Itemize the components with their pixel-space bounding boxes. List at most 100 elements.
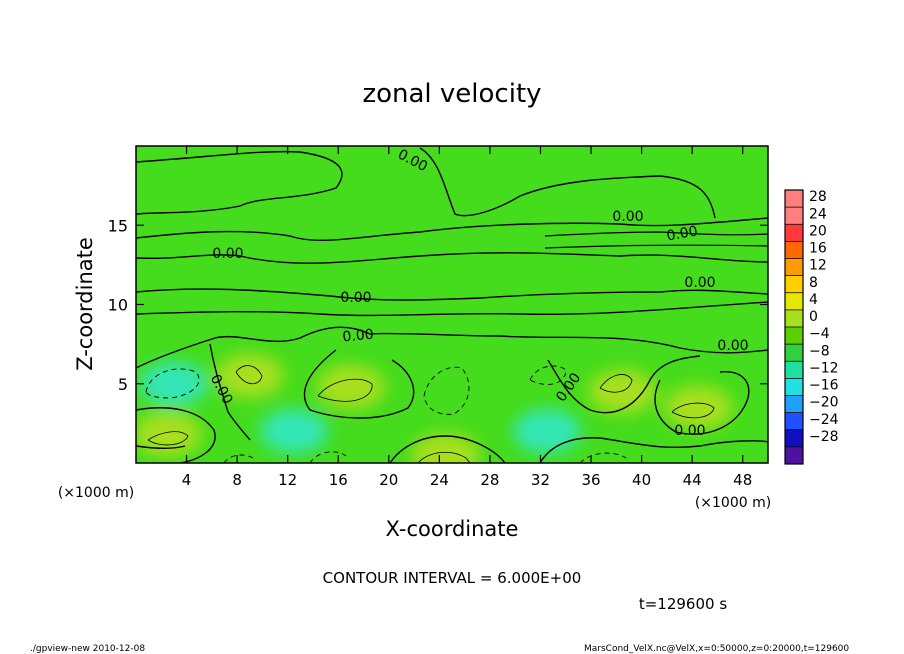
colorbar-label-3: 16 — [809, 241, 827, 257]
footer-left: ./gpview-new 2010-12-08 — [30, 644, 145, 654]
field-region-4 — [588, 369, 657, 414]
colorbar-label-4: 12 — [809, 258, 827, 274]
colorbar-swatch-0 — [785, 190, 803, 208]
x-tick-label-4: 4 — [182, 471, 192, 489]
colorbar-swatch-10 — [785, 361, 803, 379]
x-tick-label-44: 44 — [683, 471, 702, 489]
contour-line-negative-left — [145, 368, 200, 399]
colorbar-swatch-15 — [785, 446, 803, 464]
contour-line-upper — [136, 150, 343, 215]
x-tick-label-16: 16 — [329, 471, 348, 489]
contour-interval-text: CONTOUR INTERVAL = 6.000E+00 — [323, 569, 582, 587]
contour-label-1: 0.00 — [212, 246, 243, 262]
colorbar-swatch-13 — [785, 412, 803, 430]
colorbar-label-11: −16 — [809, 378, 839, 394]
x-tick-label-48: 48 — [733, 471, 752, 489]
contour-line-lower-right — [654, 371, 750, 435]
x-tick-label-12: 12 — [278, 471, 297, 489]
x-tick-label-28: 28 — [480, 471, 499, 489]
colorbar-label-12: −20 — [809, 395, 839, 411]
contour-label-5: 0.00 — [665, 223, 698, 244]
x-tick-label-20: 20 — [379, 471, 398, 489]
x-tick-label-24: 24 — [430, 471, 449, 489]
contour-line-bottom-right — [539, 437, 768, 463]
colorbar-swatch-7 — [785, 309, 803, 327]
colorbar-swatch-1 — [785, 207, 803, 225]
colorbar-swatch-3 — [785, 241, 803, 259]
colorbar-swatch-12 — [785, 395, 803, 413]
x-tick-label-32: 32 — [531, 471, 550, 489]
field-region-1 — [215, 353, 284, 398]
contour-line-13km — [136, 252, 768, 264]
time-label: t=129600 s — [639, 595, 727, 613]
colorbar-label-14: −28 — [809, 429, 839, 445]
x-tick-label-40: 40 — [632, 471, 651, 489]
y-tick-label-5: 5 — [118, 375, 128, 394]
y-tick-label-15: 15 — [108, 216, 128, 235]
contour-label-4: 0.00 — [612, 209, 643, 225]
colorbar-swatch-8 — [785, 327, 803, 345]
field-region-8 — [260, 409, 328, 454]
contour-label-3: 0.00 — [342, 327, 374, 346]
footer-right: MarsCond_VelX.nc@VelX,x=0:50000,z=0:2000… — [584, 644, 849, 654]
colorbar-label-2: 20 — [809, 223, 827, 239]
y-axis: 5 10 15 — [108, 216, 768, 394]
plot-area: 0.000.000.000.000.000.000.000.000.000.00… — [135, 145, 769, 464]
colorbar-swatch-6 — [785, 292, 803, 310]
contour-line-bottom — [389, 435, 506, 463]
colorbar-label-1: 24 — [809, 206, 827, 222]
contour-label-2: 0.00 — [340, 290, 371, 306]
contour-line-top-lobe — [419, 147, 716, 219]
field-region-0 — [139, 361, 208, 406]
contour-line-positive-bottom — [417, 451, 471, 463]
contour-line-negative-right — [529, 365, 567, 385]
contour-line-7km — [136, 326, 768, 369]
colorbar-label-5: 8 — [809, 275, 818, 291]
chart-title: zonal velocity — [362, 79, 541, 109]
x-axis-label: X-coordinate — [386, 517, 519, 541]
colorbar-swatch-4 — [785, 258, 803, 276]
field-region-6 — [136, 412, 202, 457]
field-regions — [136, 353, 733, 463]
colorbar-swatch-2 — [785, 224, 803, 242]
colorbar-label-6: 4 — [809, 292, 818, 308]
contour-line-mid — [303, 349, 415, 419]
x-axis: 4 8 12 16 20 24 28 32 36 40 44 48 — [182, 146, 752, 489]
field-region-7 — [512, 409, 581, 454]
contour-line-15km — [136, 217, 768, 241]
y-axis-label: Z-coordinate — [73, 237, 97, 371]
field-region-2 — [316, 364, 385, 409]
x-unit-left: (×1000 m) — [58, 485, 134, 501]
contour-line-lower-left — [136, 407, 216, 463]
contour-label-7: 0.00 — [717, 338, 748, 354]
x-tick-label-36: 36 — [581, 471, 600, 489]
contour-line-positive-left — [147, 431, 189, 446]
colorbar-label-9: −8 — [809, 343, 830, 359]
field-region-5 — [664, 385, 733, 430]
colorbar-swatch-9 — [785, 344, 803, 362]
contour-label-6: 0.00 — [684, 275, 715, 291]
colorbar-label-8: −4 — [809, 326, 830, 342]
colorbar-swatch-5 — [785, 275, 803, 293]
y-tick-label-10: 10 — [108, 296, 128, 315]
colorbar-swatch-11 — [785, 378, 803, 396]
contour-line-negative-bottom — [223, 451, 627, 463]
contour-line-positive-far-right — [671, 402, 715, 419]
x-unit-right: (×1000 m) — [695, 495, 771, 511]
contour-line-mid-left — [209, 343, 251, 441]
x-tick-label-8: 8 — [232, 471, 242, 489]
colorbar-swatch-14 — [785, 429, 803, 447]
plot-background — [136, 146, 768, 463]
contour-line-positive-small — [235, 365, 263, 385]
colorbar-label-13: −24 — [809, 412, 839, 428]
contour-line-negative-mid — [423, 366, 470, 415]
colorbar-label-7: 0 — [809, 309, 818, 325]
contour-label-9: 0.00 — [674, 423, 705, 439]
contour-line-9km — [136, 301, 768, 317]
contour-line-11km — [136, 288, 768, 301]
contour-line-positive-mid — [317, 378, 373, 402]
contour-line-upper-right — [544, 231, 768, 249]
colorbar-label-10: −12 — [809, 360, 839, 376]
